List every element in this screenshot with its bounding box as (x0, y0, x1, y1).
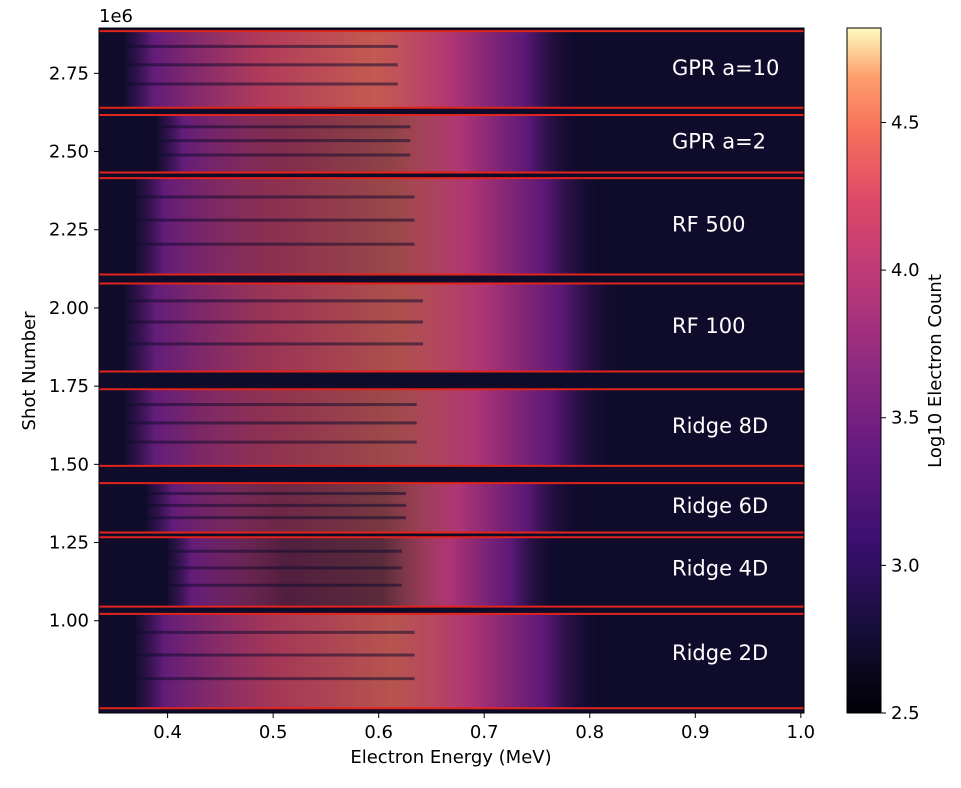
heatmap-stripe (157, 125, 411, 129)
heatmap-stripe (125, 421, 417, 425)
heatmap-stripe (157, 153, 411, 157)
colorbar-gradient (846, 27, 882, 714)
separator-lines (99, 30, 804, 710)
heatmap-stripe (135, 242, 415, 246)
heatmap-stripe (135, 218, 415, 222)
x-tick-label: 0.8 (575, 722, 604, 743)
colorbar: 2.5 3.0 3.5 4.0 4.5 Log10 Electron Count (846, 27, 946, 724)
y-offset-label: 1e6 (99, 6, 133, 27)
heatmap-stripe (125, 440, 417, 444)
heatmap-band (135, 178, 601, 275)
y-axis-title: Shot Number (19, 311, 40, 431)
heatmap-stripe (125, 82, 398, 86)
y-tick-label: 2.00 (49, 298, 89, 319)
heatmap-band (125, 31, 580, 108)
heatmap-stripe (135, 677, 415, 681)
x-axis-ticks: 0.4 0.5 0.6 0.7 0.8 0.9 1.0 (153, 713, 815, 743)
x-axis-title: Electron Energy (MeV) (350, 747, 551, 768)
y-tick-label: 1.00 (49, 611, 89, 632)
heatmap-stripe (135, 653, 415, 657)
heatmap-stripe (167, 549, 402, 553)
region-label: GPR a=10 (672, 56, 779, 80)
x-tick-label: 1.0 (787, 722, 816, 743)
heatmap-stripe (167, 566, 402, 570)
heatmap-band (125, 283, 622, 372)
region-label: GPR a=2 (672, 130, 766, 154)
colorbar-tick-label: 3.0 (891, 555, 920, 576)
heatmap-bands (125, 31, 622, 709)
y-axis-ticks: 1.00 1.25 1.50 1.75 2.00 2.25 2.50 2.75 (49, 63, 99, 632)
y-tick-label: 2.25 (49, 220, 89, 241)
heatmap-stripe (125, 299, 424, 303)
heatmap-stripe (157, 139, 411, 143)
region-label: RF 100 (672, 314, 745, 338)
x-tick-label: 0.5 (259, 722, 288, 743)
x-tick-label: 0.7 (470, 722, 499, 743)
heatmap-stripe (125, 342, 424, 346)
region-labels: GPR a=10 GPR a=2 RF 500 RF 100 Ridge 8D Ridge… (672, 56, 779, 665)
colorbar-label: Log10 Electron Count (925, 274, 946, 468)
y-tick-label: 1.75 (49, 376, 89, 397)
heatmap-stripe (146, 491, 407, 495)
region-label: RF 500 (672, 212, 745, 236)
y-tick-label: 1.25 (49, 533, 89, 554)
heatmap-band (135, 613, 601, 709)
y-tick-label: 1.50 (49, 454, 89, 475)
region-label: Ridge 6D (672, 494, 768, 518)
y-tick-label: 2.50 (49, 142, 89, 163)
heatmap-stripe (135, 195, 415, 199)
colorbar-tick-label: 3.5 (891, 408, 920, 429)
x-tick-label: 0.4 (153, 722, 182, 743)
heatmap-stripe (125, 320, 424, 324)
y-tick-label: 2.75 (49, 63, 89, 84)
heatmap-stripe (146, 503, 407, 507)
heatmap-band (125, 389, 611, 466)
plot-frame (98, 27, 805, 714)
heatmap-stripe (146, 516, 407, 520)
colorbar-tick-label: 4.5 (891, 112, 920, 133)
heatmap-stripe (125, 63, 398, 67)
x-tick-label: 0.9 (681, 722, 710, 743)
heatmap-stripe (135, 630, 415, 634)
colorbar-tick-label: 4.0 (891, 260, 920, 281)
heatmap-band (146, 483, 580, 533)
region-label: Ridge 8D (672, 414, 768, 438)
x-tick-label: 0.6 (364, 722, 393, 743)
heatmap-band (157, 114, 580, 173)
heatmap-stripe (125, 403, 417, 407)
colorbar-ticks: 2.5 3.0 3.5 4.0 4.5 (881, 112, 920, 724)
heatmap-stripe (167, 583, 402, 587)
heatmap-band (167, 537, 559, 607)
colorbar-tick-label: 2.5 (891, 703, 920, 724)
region-label: Ridge 4D (672, 557, 768, 581)
heatmap-stripe (125, 44, 398, 48)
region-label: Ridge 2D (672, 641, 768, 665)
plot-area: GPR a=10 GPR a=2 RF 500 RF 100 Ridge 8D Ridge… (98, 27, 805, 714)
